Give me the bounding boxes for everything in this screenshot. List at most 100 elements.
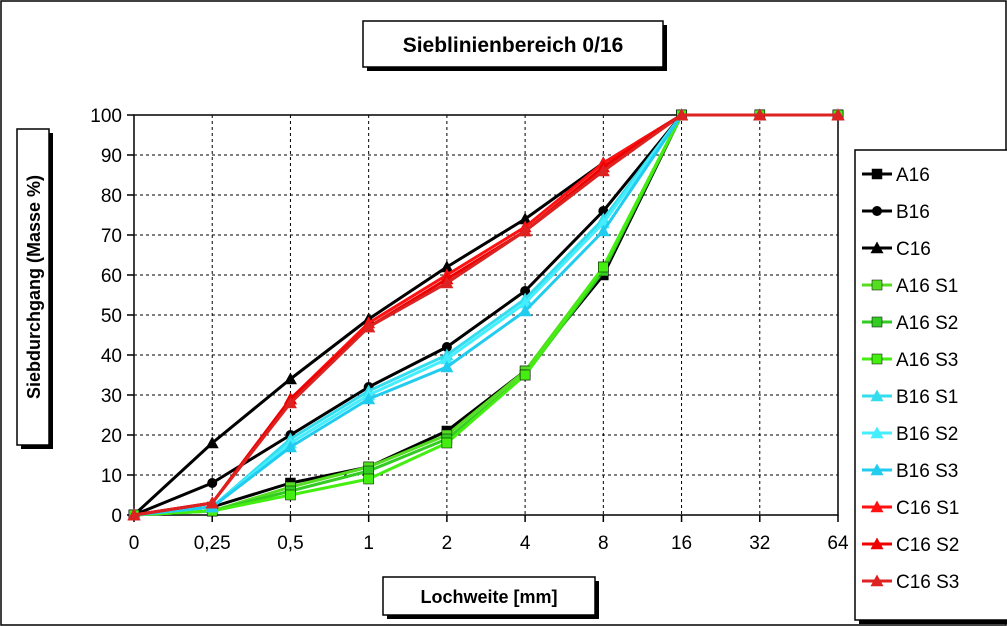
- legend-label: A16 S3: [896, 350, 958, 371]
- x-tick-label: 0: [129, 533, 140, 554]
- y-axis-label: Siebdurchgang (Masse %): [24, 175, 44, 399]
- y-tick-label: 70: [101, 226, 122, 247]
- data-point: [441, 342, 452, 352]
- legend-label: B16 S2: [896, 424, 958, 445]
- legend-item: C16 S3: [862, 572, 959, 593]
- ylabel-box: [16, 128, 50, 446]
- legend-label: A16 S2: [896, 313, 958, 334]
- data-point: [440, 260, 454, 273]
- data-point: [871, 279, 883, 291]
- data-point: [870, 241, 884, 254]
- data-point: [675, 108, 689, 121]
- y-tick-label: 100: [90, 106, 122, 127]
- data-point: [520, 286, 531, 296]
- data-point: [205, 496, 219, 509]
- data-point: [440, 352, 454, 365]
- x-tick-label: 8: [598, 533, 609, 554]
- data-point: [872, 206, 882, 216]
- legend-label: C16 S3: [896, 572, 959, 593]
- series-lines: [127, 108, 845, 521]
- data-point: [127, 508, 141, 521]
- series-c16-s3: [127, 108, 845, 521]
- legend-item: A16 S3: [862, 350, 958, 371]
- legend-item: B16 S3: [862, 461, 958, 482]
- data-point: [205, 436, 219, 449]
- legend-item: A16 S1: [862, 276, 958, 297]
- legend-item: C16: [862, 239, 931, 260]
- legend-label: C16 S1: [896, 498, 959, 519]
- data-point: [596, 164, 610, 177]
- data-point: [440, 276, 454, 289]
- y-tick-labels: 0 10 20 30 40 50 60 70 80 90 100: [90, 106, 122, 527]
- data-point: [831, 108, 845, 121]
- x-tick-label: 64: [827, 533, 849, 554]
- y-tick-label: 60: [101, 266, 122, 287]
- data-point: [440, 360, 454, 373]
- data-point: [871, 316, 883, 328]
- x-axis-label: Lochweite [mm]: [420, 587, 557, 607]
- y-tick-label: 50: [101, 306, 122, 327]
- x-tick-label: 0,25: [194, 533, 231, 554]
- y-tick-label: 90: [101, 146, 122, 167]
- data-point: [518, 224, 532, 237]
- data-point: [283, 396, 297, 409]
- data-point: [870, 389, 884, 402]
- data-point: [283, 440, 297, 453]
- data-point: [518, 304, 532, 317]
- x-tick-label: 0,5: [277, 533, 303, 554]
- data-point: [518, 296, 532, 309]
- legend-label: B16 S3: [896, 461, 958, 482]
- x-tick-label: 4: [520, 533, 531, 554]
- x-tick-label: 32: [749, 533, 770, 554]
- data-point: [753, 108, 767, 121]
- data-point: [363, 473, 374, 485]
- axes: [127, 114, 839, 522]
- data-point: [870, 463, 884, 476]
- x-tick-labels: 0 0,25 0,5 1 2 4 8 16 32 64: [129, 533, 849, 554]
- legend-label: A16: [896, 165, 930, 186]
- legend-item: A16 S2: [862, 313, 958, 334]
- legend-box: [854, 149, 1007, 621]
- data-point: [285, 489, 296, 501]
- y-tick-label: 40: [101, 346, 122, 367]
- data-point: [870, 500, 884, 513]
- data-point: [596, 224, 610, 237]
- data-point: [871, 168, 883, 180]
- y-tick-label: 20: [101, 426, 122, 447]
- legend-label: A16 S1: [896, 276, 958, 297]
- data-point: [283, 372, 297, 385]
- data-point: [870, 426, 884, 439]
- xlabel-box: [382, 576, 596, 616]
- legend-label: C16: [896, 239, 931, 260]
- data-point: [362, 392, 376, 405]
- legend-item: A16: [862, 165, 930, 186]
- data-point: [871, 353, 883, 365]
- y-tick-label: 10: [101, 466, 122, 487]
- legend-item: B16 S2: [862, 424, 958, 445]
- x-tick-label: 2: [442, 533, 453, 554]
- data-point: [441, 437, 453, 449]
- x-tick-label: 16: [671, 533, 692, 554]
- legend-label: C16 S2: [896, 535, 959, 556]
- title-box: [362, 20, 664, 68]
- legend-label: B16: [896, 202, 930, 223]
- data-point: [870, 574, 884, 587]
- x-tick-label: 1: [363, 533, 374, 554]
- legend-label: B16 S1: [896, 387, 958, 408]
- legend-item: C16 S1: [862, 498, 959, 519]
- chart-title: Sieblinienbereich 0/16: [403, 34, 624, 57]
- data-point: [518, 212, 532, 225]
- y-tick-label: 0: [111, 506, 122, 527]
- legend-item: C16 S2: [862, 535, 959, 556]
- data-point: [362, 320, 376, 333]
- data-point: [598, 261, 609, 273]
- legend: A16 B16 C16 A16 S1 A16 S2 A16 S3 B16 S1 B16 S2 B…: [862, 165, 959, 593]
- series-line: [133, 113, 838, 517]
- legend-item: B16: [862, 202, 930, 223]
- y-tick-label: 30: [101, 386, 122, 407]
- data-point: [870, 537, 884, 550]
- data-point: [519, 369, 531, 381]
- legend-item: B16 S1: [862, 387, 958, 408]
